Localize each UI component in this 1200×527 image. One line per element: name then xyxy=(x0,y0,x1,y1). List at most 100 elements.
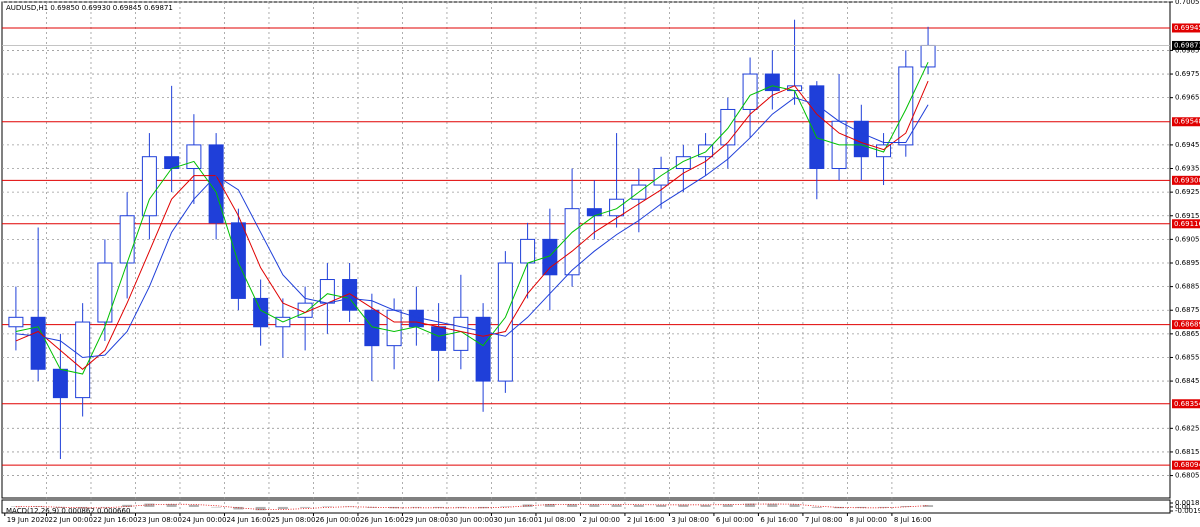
macd-bar xyxy=(789,504,800,507)
candle-body xyxy=(186,144,202,170)
macd-bar xyxy=(834,506,845,509)
candle-body xyxy=(542,238,558,276)
macd-bar xyxy=(255,506,266,511)
x-tick-label: 29 Jun 08:00 xyxy=(404,516,448,524)
x-tick-label: 23 Jun 08:00 xyxy=(137,516,181,524)
x-tick-label: 22 Jun 00:00 xyxy=(48,516,92,524)
macd-bar xyxy=(366,506,377,508)
candle-body xyxy=(876,144,892,158)
moving-average xyxy=(15,61,929,375)
macd-bar xyxy=(389,506,400,509)
macd-title: MACD(12,26,9) 0.000862 0.000660 xyxy=(6,507,130,515)
x-tick-label: 8 Jul 00:00 xyxy=(849,516,887,524)
macd-bar xyxy=(122,504,133,507)
macd-bar xyxy=(277,506,288,510)
macd-bar xyxy=(767,503,778,507)
candle-body xyxy=(653,168,669,186)
macd-bar xyxy=(811,506,822,508)
y-tick-label: 0.69850 xyxy=(1175,46,1200,54)
macd-signal xyxy=(15,503,929,510)
level-label-box xyxy=(1172,23,1200,33)
macd-bar xyxy=(188,504,199,507)
x-tick-label: 19 Jun 2020 xyxy=(7,516,49,524)
candle-body xyxy=(520,238,536,264)
candle-body xyxy=(453,316,469,351)
macd-bar xyxy=(411,506,422,508)
x-tick-label: 26 Jun 16:00 xyxy=(360,516,404,524)
macd-bar xyxy=(344,506,355,508)
macd-bar xyxy=(745,503,756,507)
moving-average xyxy=(15,97,929,359)
x-tick-label: 8 Jul 16:00 xyxy=(894,516,932,524)
macd-bar xyxy=(211,506,222,508)
macd-bar xyxy=(33,506,44,507)
macd-bar xyxy=(856,506,867,508)
level-label-box xyxy=(1172,399,1200,409)
candle-body xyxy=(609,198,625,217)
macd-bar xyxy=(656,504,667,507)
x-tick-label: 2 Jul 00:00 xyxy=(582,516,620,524)
y2-tick-label: 0.001884 xyxy=(1175,499,1200,507)
x-tick-label: 30 Jun 16:00 xyxy=(493,516,537,524)
macd-bar xyxy=(678,504,689,507)
candle-body xyxy=(97,262,113,323)
candle-body xyxy=(675,156,691,170)
macd-bar xyxy=(99,506,110,508)
x-tick-label: 26 Jun 00:00 xyxy=(315,516,359,524)
y2-tick-label: 0.00 xyxy=(1175,503,1191,511)
y2-tick-label: -0.00194 xyxy=(1175,507,1200,515)
level-label: 0.69116 xyxy=(1174,220,1200,228)
level-label: 0.69945 xyxy=(1174,24,1200,32)
macd-bar xyxy=(700,504,711,507)
level-label: 0.69548 xyxy=(1174,118,1200,126)
macd-bar xyxy=(322,506,333,508)
x-tick-label: 24 Jun 00:00 xyxy=(182,516,226,524)
macd-bar xyxy=(300,506,311,508)
candle-body xyxy=(141,156,157,217)
level-label: 0.68094 xyxy=(1174,461,1200,469)
candle-body xyxy=(30,316,46,370)
x-tick-label: 25 Jun 08:00 xyxy=(271,516,315,524)
level-label-box xyxy=(1172,175,1200,185)
level-label-box xyxy=(1172,460,1200,470)
candle-body xyxy=(564,208,580,276)
x-tick-label: 6 Jul 00:00 xyxy=(716,516,754,524)
chart-title: AUDUSD,H1 0.69850 0.69930 0.69845 0.6987… xyxy=(6,4,173,12)
candle-body xyxy=(253,297,269,328)
level-label: 0.68689 xyxy=(1174,321,1200,329)
macd-bar xyxy=(633,504,644,507)
candle-body xyxy=(386,309,402,347)
candle-body xyxy=(720,108,736,146)
x-tick-label: 30 Jun 00:00 xyxy=(449,516,493,524)
candle-body xyxy=(52,368,68,399)
macd-bar xyxy=(433,506,444,508)
macd-bar xyxy=(522,504,533,507)
macd-frame xyxy=(1,499,1171,514)
candle-body xyxy=(119,215,135,264)
macd-bar xyxy=(722,504,733,507)
level-label-box xyxy=(1172,117,1200,127)
candle-body xyxy=(8,316,24,328)
macd-bar xyxy=(878,506,889,508)
x-tick-label: 7 Jul 08:00 xyxy=(805,516,843,524)
macd-bar xyxy=(55,506,66,508)
candle-body xyxy=(853,120,869,158)
macd-bar xyxy=(166,504,177,507)
x-tick-label: 1 Jul 08:00 xyxy=(538,516,576,524)
level-label-box xyxy=(1172,219,1200,229)
candle-body xyxy=(230,222,246,299)
x-tick-label: 3 Jul 08:00 xyxy=(671,516,709,524)
x-tick-label: 2 Jul 16:00 xyxy=(627,516,665,524)
